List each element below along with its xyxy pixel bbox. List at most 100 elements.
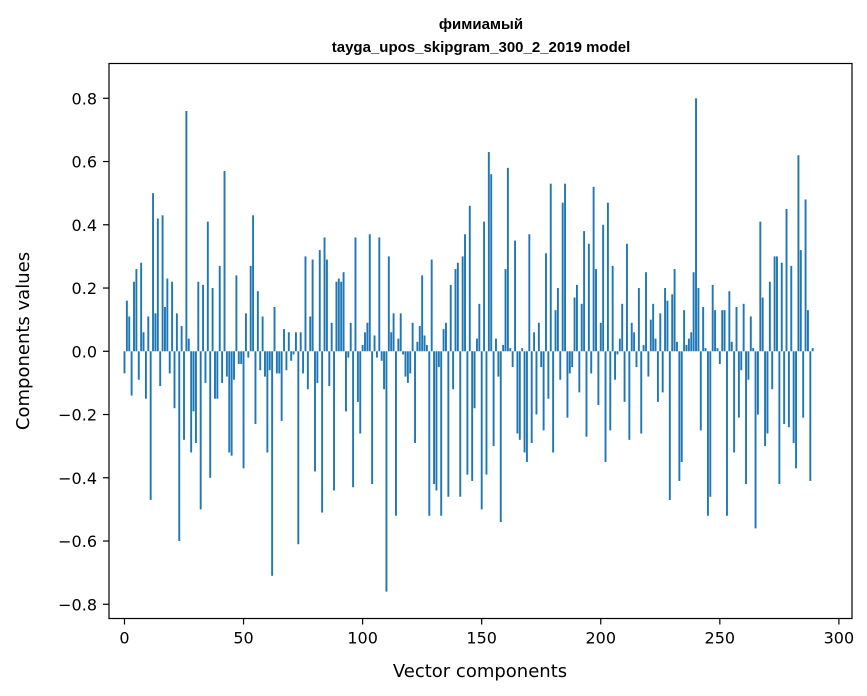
bar-28 — [190, 351, 193, 453]
bar-244 — [704, 348, 707, 352]
bar-85 — [325, 259, 328, 352]
bar-8 — [142, 332, 145, 352]
bar-104 — [371, 351, 374, 485]
bar-27 — [187, 338, 190, 352]
bar-107 — [378, 237, 381, 352]
bar-152 — [485, 351, 488, 475]
x-tick-label: 100 — [347, 629, 378, 648]
bar-91 — [340, 281, 343, 352]
bar-129 — [430, 259, 433, 352]
bar-288 — [809, 351, 812, 481]
bar-262 — [747, 351, 750, 380]
bar-17 — [164, 307, 166, 352]
bar-231 — [673, 269, 676, 352]
bar-37 — [211, 288, 214, 352]
bar-124 — [418, 325, 421, 352]
bar-2 — [128, 316, 131, 352]
bar-158 — [499, 351, 502, 523]
bar-160 — [504, 269, 507, 352]
y-tick-label: −0.8 — [58, 595, 97, 614]
bar-253 — [726, 351, 728, 516]
bar-195 — [587, 243, 590, 352]
bar-174 — [537, 322, 540, 352]
bar-0 — [123, 351, 126, 374]
bar-263 — [749, 316, 752, 352]
bar-22 — [175, 313, 178, 352]
x-ticks: 0 50 100 150 200 250 300 — [119, 618, 855, 648]
bar-215 — [635, 351, 638, 368]
bar-101 — [364, 332, 366, 352]
bar-12 — [152, 193, 155, 352]
bar-213 — [630, 322, 633, 352]
bar-188 — [571, 351, 574, 368]
bar-237 — [687, 338, 690, 352]
bar-128 — [428, 351, 431, 516]
bar-206 — [614, 351, 617, 380]
bar-33 — [202, 284, 205, 352]
bar-146 — [471, 351, 474, 481]
bar-276 — [780, 262, 783, 352]
bar-142 — [461, 256, 464, 352]
bar-44 — [228, 351, 231, 453]
bar-163 — [511, 351, 514, 368]
bar-209 — [621, 303, 624, 352]
bar-196 — [590, 351, 593, 374]
bar-110 — [385, 351, 388, 592]
bar-16 — [161, 215, 164, 352]
bar-289 — [811, 348, 814, 352]
bar-190 — [575, 284, 578, 352]
bar-48 — [237, 351, 240, 364]
bar-272 — [771, 351, 774, 390]
bar-60 — [266, 351, 269, 453]
bar-149 — [478, 303, 481, 352]
bar-71 — [292, 351, 295, 355]
bar-284 — [799, 250, 802, 352]
bar-13 — [154, 313, 157, 352]
bar-185 — [564, 183, 566, 352]
bar-49 — [240, 351, 243, 364]
bar-30 — [194, 351, 197, 443]
bar-130 — [433, 351, 436, 485]
bar-121 — [411, 322, 414, 352]
bar-243 — [702, 307, 705, 352]
bar-254 — [728, 291, 731, 352]
bar-169 — [525, 351, 528, 462]
bar-154 — [490, 174, 493, 352]
bar-88 — [333, 351, 335, 491]
bar-114 — [395, 351, 397, 516]
bar-256 — [733, 351, 736, 453]
bar-47 — [235, 275, 238, 352]
bar-210 — [623, 351, 626, 402]
bar-212 — [628, 351, 631, 440]
x-tick-label: 300 — [824, 629, 855, 648]
bar-50 — [242, 351, 245, 469]
bar-267 — [759, 221, 762, 352]
bar-184 — [561, 202, 564, 352]
bar-78 — [309, 316, 312, 352]
bar-62 — [271, 351, 274, 576]
bar-287 — [806, 310, 809, 352]
bar-11 — [149, 351, 152, 500]
x-tick-label: 200 — [585, 629, 616, 648]
bar-10 — [147, 316, 150, 352]
bar-281 — [792, 351, 795, 443]
bar-9 — [144, 351, 147, 399]
bar-241 — [697, 288, 700, 352]
bar-204 — [609, 351, 612, 431]
bar-193 — [583, 231, 586, 352]
bar-249 — [716, 348, 719, 352]
bar-245 — [706, 351, 709, 516]
bar-198 — [595, 269, 597, 352]
bar-246 — [709, 351, 712, 497]
bar-20 — [171, 281, 174, 352]
bar-170 — [528, 234, 531, 352]
bar-264 — [752, 348, 755, 352]
bar-64 — [275, 351, 278, 374]
bar-19 — [168, 351, 171, 374]
bar-216 — [637, 288, 640, 352]
bar-236 — [685, 344, 688, 352]
x-tick-label: 150 — [466, 629, 497, 648]
bar-270 — [766, 351, 769, 434]
plot-frame — [108, 62, 853, 620]
bar-157 — [497, 351, 500, 377]
